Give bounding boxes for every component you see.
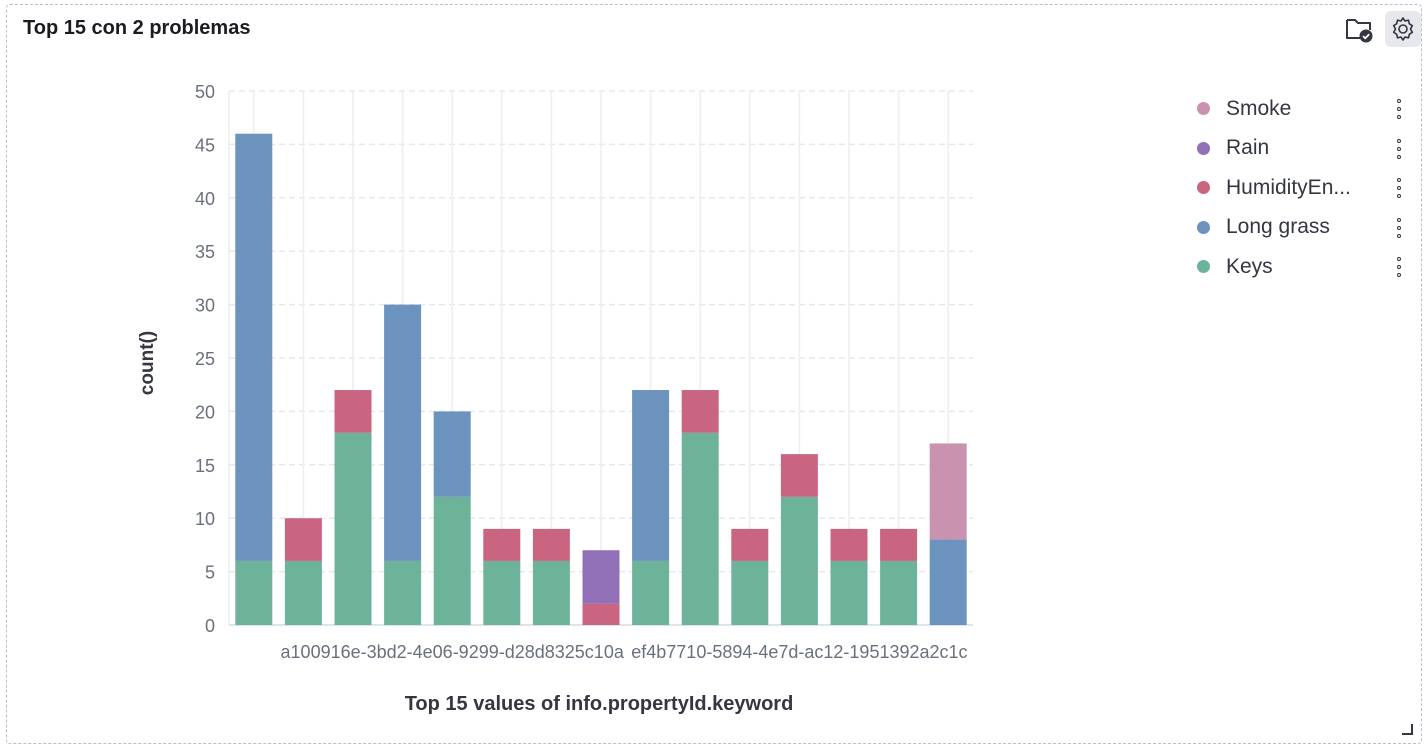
vertical-ellipsis-icon[interactable] [1397,217,1401,238]
bar-segment-long-grass[interactable] [929,539,967,625]
y-tick-label: 35 [195,242,215,262]
bar-segment-keys[interactable] [433,496,471,625]
bar-segment-long-grass[interactable] [235,133,273,561]
legend-label: HumidityEn... [1226,175,1351,199]
bar-segment-keys[interactable] [681,432,719,625]
legend-label: Keys [1226,254,1273,278]
y-tick-label: 45 [195,135,215,155]
legend-item[interactable]: Long grass [1189,208,1409,248]
legend-label: Rain [1226,136,1270,160]
bar-segment-keys[interactable] [235,560,273,625]
bar-segment-humidityen[interactable] [532,528,570,561]
gear-button[interactable] [1385,11,1421,47]
bar-segment-keys[interactable] [731,560,769,625]
legend-color-dot [1197,260,1210,274]
legend-item[interactable]: Smoke [1189,89,1409,129]
chart-legend: Smoke Rain HumidityEn... Long grass Keys [1189,89,1409,287]
bar-segment-long-grass[interactable] [384,304,422,561]
legend-color-dot [1197,102,1210,116]
folder-check-button[interactable] [1341,11,1377,47]
legend-label: Long grass [1226,215,1330,239]
resize-handle[interactable] [1402,724,1413,735]
bar-segment-keys[interactable] [483,560,521,625]
bar-segment-keys[interactable] [284,560,322,625]
legend-color-dot [1197,220,1210,234]
y-tick-label: 5 [205,563,215,583]
legend-color-dot [1197,141,1210,155]
stacked-bar-chart: 0 5 10 15 20 25 30 35 40 45 50 a100916e-3bd2-4e06-… [137,82,973,715]
x-axis-label: Top 15 values of info.propertyId.keyword [405,693,794,715]
bar-segment-humidityen[interactable] [731,528,769,561]
bar-segment-keys[interactable] [830,560,868,625]
bar-segment-humidityen[interactable] [780,454,818,497]
bar-segment-keys[interactable] [632,560,670,625]
vertical-ellipsis-icon[interactable] [1397,178,1401,198]
x-tick-label: ef4b7710-5894-4e7d-ac12-1951392a2c1c [631,642,967,662]
legend-label: Smoke [1226,96,1292,120]
bar-segment-long-grass[interactable] [632,390,670,561]
y-axis-label: count() [137,331,158,395]
bar-segment-rain[interactable] [582,550,620,604]
bar-segment-humidityen[interactable] [830,528,868,561]
vertical-ellipsis-icon[interactable] [1397,99,1401,119]
y-tick-label: 20 [195,402,215,422]
bar-segment-keys[interactable] [334,432,372,625]
gear-icon [1392,17,1414,41]
bar-segment-long-grass[interactable] [433,411,471,497]
legend-item[interactable]: Keys [1189,247,1409,287]
bar-segment-humidityen[interactable] [582,603,620,625]
bar-segment-humidityen[interactable] [334,390,372,433]
y-tick-label: 30 [195,296,215,316]
bar-segment-keys[interactable] [880,560,918,625]
y-tick-label: 10 [195,509,215,529]
bar-segment-keys[interactable] [532,560,570,625]
bar-segment-humidityen[interactable] [483,528,521,561]
x-tick-label: a100916e-3bd2-4e06-9299-d28d8325c10a [281,642,625,662]
legend-item[interactable]: HumidityEn... [1189,168,1409,208]
bar-segment-keys[interactable] [384,560,422,625]
bar-segment-humidityen[interactable] [681,390,719,433]
bar-segment-smoke[interactable] [929,443,967,540]
folder-check-icon [1346,19,1373,43]
bar-segment-humidityen[interactable] [880,528,918,561]
legend-color-dot [1197,181,1210,195]
y-tick-label: 25 [195,349,215,369]
bar-segment-humidityen[interactable] [284,518,322,561]
visualization-panel: Top 15 con 2 problemas 0 5 10 15 20 25 30 35 40 4… [6,4,1422,744]
vertical-ellipsis-icon[interactable] [1397,138,1401,159]
y-tick-label: 40 [195,189,215,209]
panel-title: Top 15 con 2 problemas [23,17,251,39]
y-tick-label: 50 [195,82,215,102]
y-tick-label: 0 [205,616,215,636]
bar-segment-keys[interactable] [780,496,818,625]
legend-item[interactable]: Rain [1189,129,1409,169]
y-tick-label: 15 [195,456,215,476]
vertical-ellipsis-icon[interactable] [1397,257,1401,277]
